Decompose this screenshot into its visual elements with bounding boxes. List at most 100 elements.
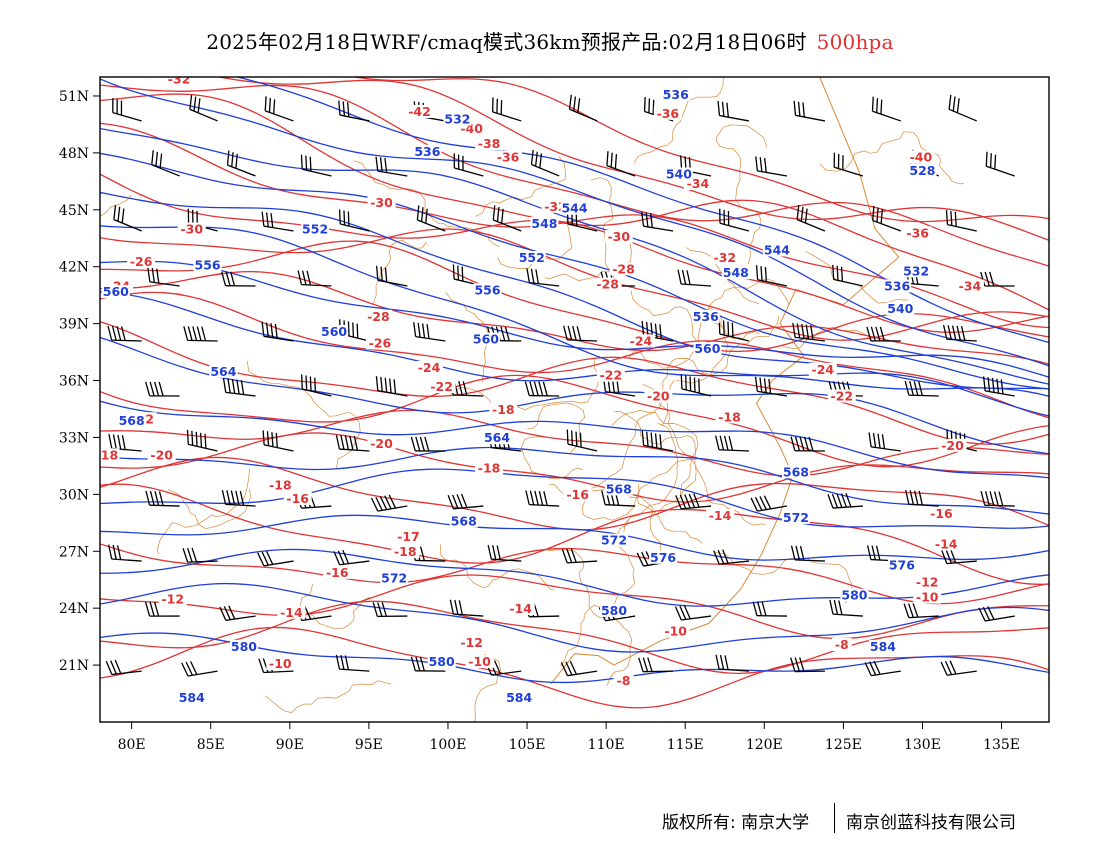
temperature-label: -20 — [370, 436, 393, 451]
temperature-label: -14 — [935, 536, 958, 551]
label-backing — [781, 510, 810, 524]
x-tick-label: 105E — [509, 737, 546, 753]
label-backing — [147, 448, 176, 462]
x-tick-label: 90E — [276, 737, 304, 753]
wind-barb — [333, 550, 370, 566]
temperature-label: -24 — [418, 360, 441, 375]
label-backing — [530, 216, 559, 230]
admin-boundary — [449, 358, 599, 411]
wind-barbs — [105, 94, 1015, 677]
geopotential-label: 532 — [903, 263, 929, 278]
label-backing — [886, 302, 915, 316]
wind-barb — [525, 490, 560, 507]
label-backing — [489, 402, 518, 416]
temperature-label: -8 — [835, 637, 849, 652]
label-backing — [560, 201, 589, 215]
temperature-label: -12 — [161, 591, 184, 606]
contour-labels: -32-40-42 -36-36-38-40-34-30 -32-30-30 -36-… — [100, 77, 984, 705]
wind-barb — [487, 544, 522, 562]
wind-barb — [145, 490, 180, 507]
geopotential-label: 560 — [103, 284, 129, 299]
temperature-label: -40 — [910, 149, 933, 164]
wind-barb — [338, 209, 370, 232]
label-backing — [827, 389, 856, 403]
label-backing — [394, 529, 423, 543]
wind-barb — [221, 489, 256, 507]
temperature-label: -32 — [713, 250, 736, 265]
temperature-label: -16 — [930, 506, 953, 521]
geopotential-label: 572 — [601, 533, 627, 548]
geopotential-contour — [100, 468, 1049, 529]
temperature-contour — [350, 77, 1049, 223]
wind-barb — [222, 377, 256, 397]
footer-company: 南京创蓝科技有限公司 — [846, 813, 1016, 833]
wind-barb — [793, 100, 826, 122]
temperature-label: -14 — [280, 605, 303, 620]
temperature-label: -17 — [397, 529, 420, 544]
wind-barb — [868, 432, 901, 452]
geopotential-label: 552 — [519, 250, 545, 265]
wind-barb — [755, 156, 788, 177]
footer-copyright: 版权所有: 南京大学 — [662, 813, 810, 833]
temperature-label: -10 — [468, 654, 491, 669]
temperature-label: -20 — [150, 447, 173, 462]
x-tick-label: 85E — [197, 737, 225, 753]
wind-barb — [261, 321, 294, 342]
temperature-label: -18 — [269, 478, 292, 493]
wind-barb — [219, 605, 256, 621]
axis-ticks: 80E 85E 90E 95E 100E 105E 110E 115E 120E 125E 130E… — [59, 89, 1020, 753]
wind-barb — [226, 150, 256, 177]
wind-barb — [370, 494, 408, 512]
geopotential-label: 560 — [694, 341, 720, 356]
boundary-layer — [100, 77, 964, 722]
label-backing — [710, 251, 739, 265]
label-backing — [902, 264, 931, 278]
y-tick-label: 27N — [59, 544, 89, 560]
wind-barb — [410, 436, 446, 452]
geopotential-label: 572 — [381, 571, 407, 586]
geopotential-label: 536 — [884, 278, 910, 293]
geopotential-label: 564 — [484, 430, 510, 445]
temperature-contour — [100, 291, 1049, 419]
wind-barb — [829, 599, 863, 617]
y-tick-label: 30N — [59, 487, 89, 503]
temperature-label: -10 — [916, 590, 939, 605]
temperature-label: -16 — [326, 565, 349, 580]
wind-barb — [300, 154, 332, 177]
x-tick-label: 80E — [118, 737, 146, 753]
wind-barb — [375, 265, 408, 287]
label-backing — [229, 639, 258, 653]
wind-barb — [677, 269, 712, 287]
wind-barb — [447, 493, 484, 510]
geopotential-label: 580 — [601, 603, 627, 618]
wind-barb — [940, 660, 977, 676]
label-backing — [808, 362, 837, 376]
x-tick-label: 130E — [904, 737, 941, 753]
wind-barb — [372, 602, 408, 618]
label-backing — [380, 571, 409, 585]
label-backing — [715, 410, 744, 424]
geopotential-label: 584 — [506, 690, 532, 705]
y-tick-label: 42N — [59, 260, 89, 276]
label-backing — [868, 639, 897, 653]
x-tick-label: 110E — [588, 737, 625, 753]
label-backing — [691, 309, 720, 323]
wind-barb — [864, 660, 901, 677]
temperature-label: -14 — [709, 508, 732, 523]
label-backing — [364, 309, 393, 323]
wind-barb — [112, 98, 142, 122]
wind-barb — [904, 380, 939, 397]
temperature-label: -22 — [430, 379, 453, 394]
label-backing — [117, 414, 146, 428]
temperature-label: -36 — [906, 225, 929, 240]
label-backing — [596, 368, 625, 382]
geopotential-contour — [100, 291, 1049, 417]
label-backing — [494, 150, 523, 164]
wind-barb — [790, 657, 825, 673]
wind-barb — [413, 322, 446, 342]
wind-barb — [566, 429, 598, 452]
geopotential-contour — [100, 400, 1049, 479]
wind-barb — [492, 205, 522, 232]
geopotential-label: 584 — [179, 690, 205, 705]
admin-boundary — [440, 544, 555, 591]
